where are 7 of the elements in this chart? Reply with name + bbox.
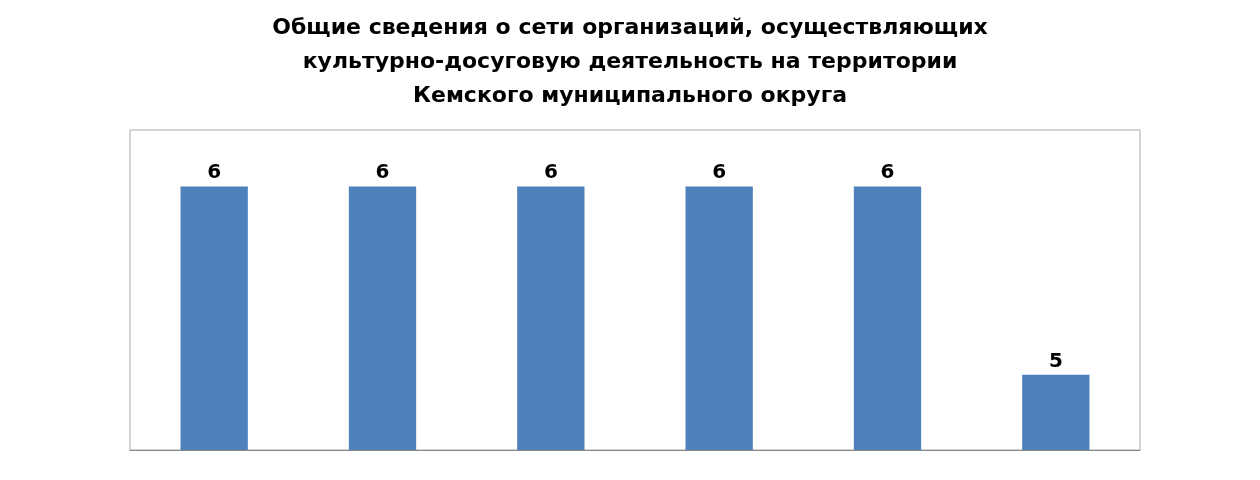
- data-label: 6: [375, 159, 390, 184]
- data-label: 6: [712, 159, 727, 184]
- data-label: 5: [1048, 347, 1063, 372]
- chart-title: Общие сведения о сети организаций, осуществляющих культурно-досуговую деятельность на территории Кемского муниципального округа: [272, 13, 988, 107]
- data-label: 6: [880, 159, 895, 184]
- data-label: 6: [207, 159, 222, 184]
- data-label: 6: [543, 159, 558, 184]
